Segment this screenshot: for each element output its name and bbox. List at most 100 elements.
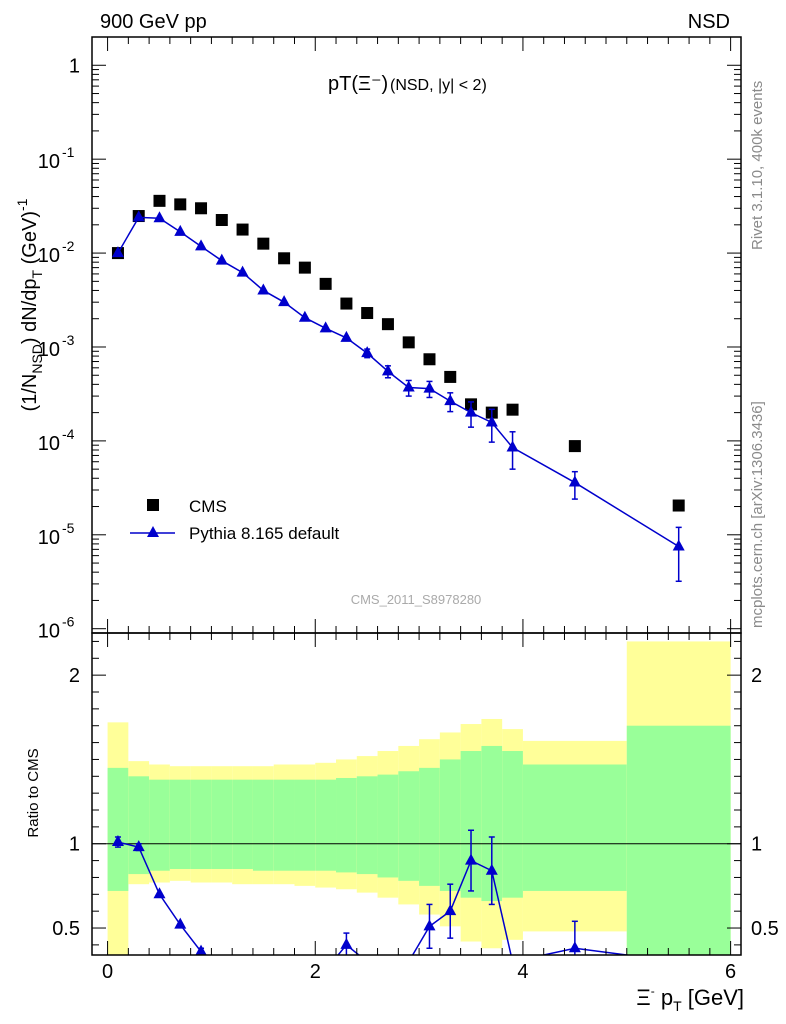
ratio-point — [568, 941, 581, 953]
y-tick-label: 1 — [69, 55, 80, 77]
pythia-point — [423, 381, 436, 393]
uncertainty-band-inner — [232, 779, 253, 870]
uncertainty-band-inner — [190, 779, 212, 870]
uncertainty-band-inner — [398, 771, 420, 881]
pythia-line — [117, 216, 680, 548]
cms-point — [506, 403, 519, 416]
uncertainty-band-inner — [128, 776, 150, 875]
uncertainty-band-inner — [294, 779, 316, 871]
pythia-point — [340, 330, 353, 342]
cms-point — [236, 223, 249, 236]
cms-point — [174, 198, 187, 211]
y-tick-exponent: -1 — [62, 144, 75, 160]
uncertainty-band-inner — [356, 776, 378, 875]
x-tick-label: 6 — [725, 961, 736, 983]
y-tick-exponent: -6 — [62, 614, 75, 630]
ratio-point — [153, 887, 166, 899]
y-tick-exponent: -3 — [62, 332, 75, 348]
cms-point — [298, 261, 311, 274]
analysis-watermark: CMS_2011_S8978280 — [351, 592, 482, 607]
y-tick-label: 10 — [38, 245, 60, 267]
energy-label: 900 GeV pp — [100, 11, 207, 33]
pythia-point — [444, 394, 457, 406]
uncertainty-band-inner — [460, 751, 482, 898]
x-tick-label: 0 — [102, 961, 113, 983]
ratio-point — [465, 853, 478, 865]
pythia-point — [381, 364, 394, 376]
ratio-point — [174, 917, 187, 929]
uncertainty-band-inner — [107, 767, 129, 891]
uncertainty-band-inner — [211, 779, 233, 870]
cms-point — [340, 297, 353, 310]
ratio-point — [408, 954, 409, 955]
plot-subtitle: (NSD, |y| < 2) — [390, 77, 487, 94]
uncertainty-band-inner — [169, 779, 191, 870]
legend-label-pythia: Pythia 8.165 default — [189, 524, 340, 543]
cms-point — [672, 499, 685, 512]
lower-frame — [91, 632, 742, 956]
ratio-point — [423, 919, 436, 931]
pythia-point — [672, 539, 685, 551]
x-tick-label: 2 — [310, 961, 321, 983]
cms-point — [319, 277, 332, 290]
ratio-y-tick-label-right: 0.5 — [751, 918, 779, 940]
uncertainty-band-inner — [336, 777, 357, 873]
pythia-point — [278, 295, 291, 307]
upper-panel: 110-110-210-310-410-510-6 — [38, 36, 742, 643]
ratio-point — [678, 954, 679, 955]
cms-point — [257, 237, 270, 250]
legend-label-cms: CMS — [189, 497, 227, 516]
ratio-y-tick-label: 0.5 — [52, 918, 80, 940]
ratio-point — [111, 835, 124, 847]
process-label: NSD — [688, 11, 730, 33]
y-tick-label: 10 — [38, 433, 60, 455]
legend-marker-pythia — [147, 526, 159, 537]
y-tick-label: 10 — [38, 339, 60, 361]
lower-panel: 0.5 0.5 1 1 2 2 0 2 4 6 — [52, 632, 779, 983]
ratio-point — [340, 937, 353, 949]
pythia-point — [361, 346, 374, 358]
pythia-point — [568, 475, 581, 487]
x-axis-label: Ξ- pT [GeV] — [636, 984, 744, 1014]
ratio-content — [92, 641, 741, 974]
y-tick-label: 10 — [38, 151, 60, 173]
cms-point — [215, 214, 228, 227]
lower-y-axis-label: Ratio to CMS — [25, 748, 42, 837]
uncertainty-band-inner — [252, 779, 274, 871]
cms-point — [153, 194, 166, 207]
pythia-point — [153, 211, 166, 223]
ratio-point — [320, 963, 332, 974]
upper-frame — [91, 36, 742, 634]
plot-title: pT(Ξ⁻) — [328, 73, 388, 95]
ratio-point — [216, 963, 228, 974]
rivet-version-label: Rivet 3.1.10, 400k events — [749, 81, 766, 250]
cms-point — [568, 440, 581, 453]
uncertainty-band-inner — [273, 779, 295, 871]
x-tick-label: 4 — [517, 961, 528, 983]
ratio-point — [195, 944, 207, 955]
uncertainty-band-inner — [149, 779, 170, 871]
pythia-point — [257, 283, 270, 295]
legend: CMS Pythia 8.165 default — [130, 497, 340, 543]
pythia-point — [215, 253, 228, 265]
upper-y-axis-label: (1/NNSD) dN/dpT (GeV)-1 — [14, 198, 45, 411]
y-tick-label: 10 — [38, 621, 60, 643]
pythia-point — [111, 246, 124, 258]
pythia-point — [485, 415, 498, 427]
y-tick-exponent: -5 — [62, 520, 75, 536]
uncertainty-band-inner — [522, 764, 627, 891]
pythia-point — [319, 321, 332, 333]
pythia-point — [174, 224, 187, 236]
cms-point — [444, 370, 457, 383]
pythia-point — [506, 440, 519, 452]
ratio-y-tick-label: 1 — [69, 834, 80, 856]
cms-point — [423, 353, 436, 366]
pythia-point — [402, 380, 415, 392]
y-tick-exponent: -2 — [62, 238, 75, 254]
uncertainty-band-inner — [481, 745, 503, 902]
uncertainty-band-inner — [419, 767, 440, 886]
cms-point — [195, 202, 208, 215]
pythia-point — [195, 239, 208, 251]
uncertainty-band-inner — [626, 725, 731, 955]
